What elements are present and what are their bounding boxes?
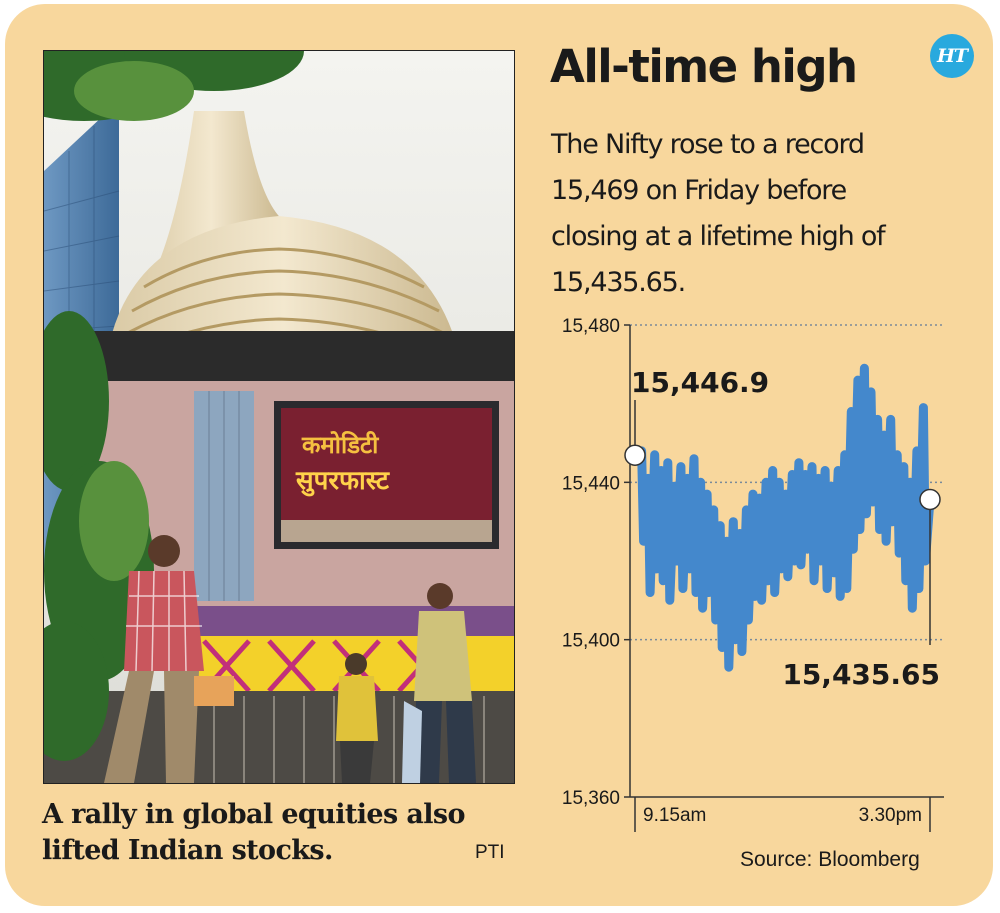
series-band [630,363,937,672]
open-point [624,444,646,466]
y-tick-label: 15,360 [562,788,620,809]
close-value-label: 15,435.65 [782,658,940,691]
photo-credit: PTI [475,842,505,863]
close-point [919,488,941,511]
open-value-label: 15,446.9 [631,366,769,399]
y-tick-label: 15,480 [562,316,620,337]
y-tick-label: 15,400 [562,631,620,652]
ht-logo-icon: HT [930,34,974,78]
x-tick-label: 9.15am [643,805,706,826]
screen-text-1: कमोडिटी [301,431,379,459]
stock-exchange-photo: कमोडिटी सुपरफास्ट [43,50,515,784]
headline: All-time high [550,40,858,93]
screen-text-2: सुपरफास्ट [295,466,390,497]
photo-caption: A rally in global equities also lifted I… [42,799,466,866]
nifty-intraday-chart: 15,480 15,440 15,400 15,360 9.15am 3.30pm 15,4… [562,316,944,832]
x-tick-label: 3.30pm [859,805,922,826]
y-tick-label: 15,440 [562,473,620,494]
subtext: The Nifty rose to a record 15,469 on Fri… [551,129,886,298]
source-note: Source: Bloomberg [740,848,920,871]
